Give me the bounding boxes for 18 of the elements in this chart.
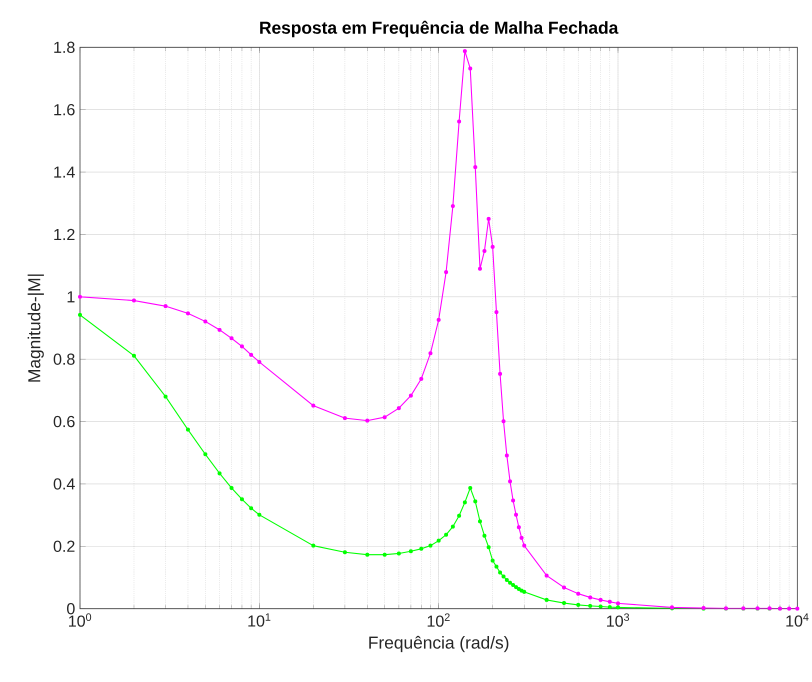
- y-tick-label: 1.4: [54, 166, 75, 178]
- chart-title: Resposta em Frequência de Malha Fechada: [260, 20, 618, 38]
- y-tick-label: 0.2: [54, 540, 74, 552]
- y-tick-label: 1.8: [54, 42, 75, 53]
- y-axis-title: Magnitude-|M|: [28, 274, 44, 382]
- y-tick-label: 0.4: [54, 478, 75, 490]
- x-axis-title: Frequência (rad/s): [369, 636, 508, 652]
- x-tick-label: 10$^{3}$: [607, 613, 630, 627]
- x-tick-label: 10$^{1}$: [248, 613, 270, 627]
- y-tick-label: 1.2: [54, 228, 74, 240]
- y-tick-label: 0.6: [54, 416, 75, 428]
- y-tick-label: 0.8: [54, 354, 75, 365]
- x-tick-label: 10$^{0}$: [69, 613, 92, 627]
- y-tick-label: 1: [68, 291, 75, 302]
- x-tick-label: 10$^{4}$: [786, 613, 809, 627]
- y-tick-label: 1.6: [54, 104, 75, 116]
- x-tick-label: 10$^{2}$: [428, 613, 450, 627]
- y-tick-label: 0: [67, 603, 75, 614]
